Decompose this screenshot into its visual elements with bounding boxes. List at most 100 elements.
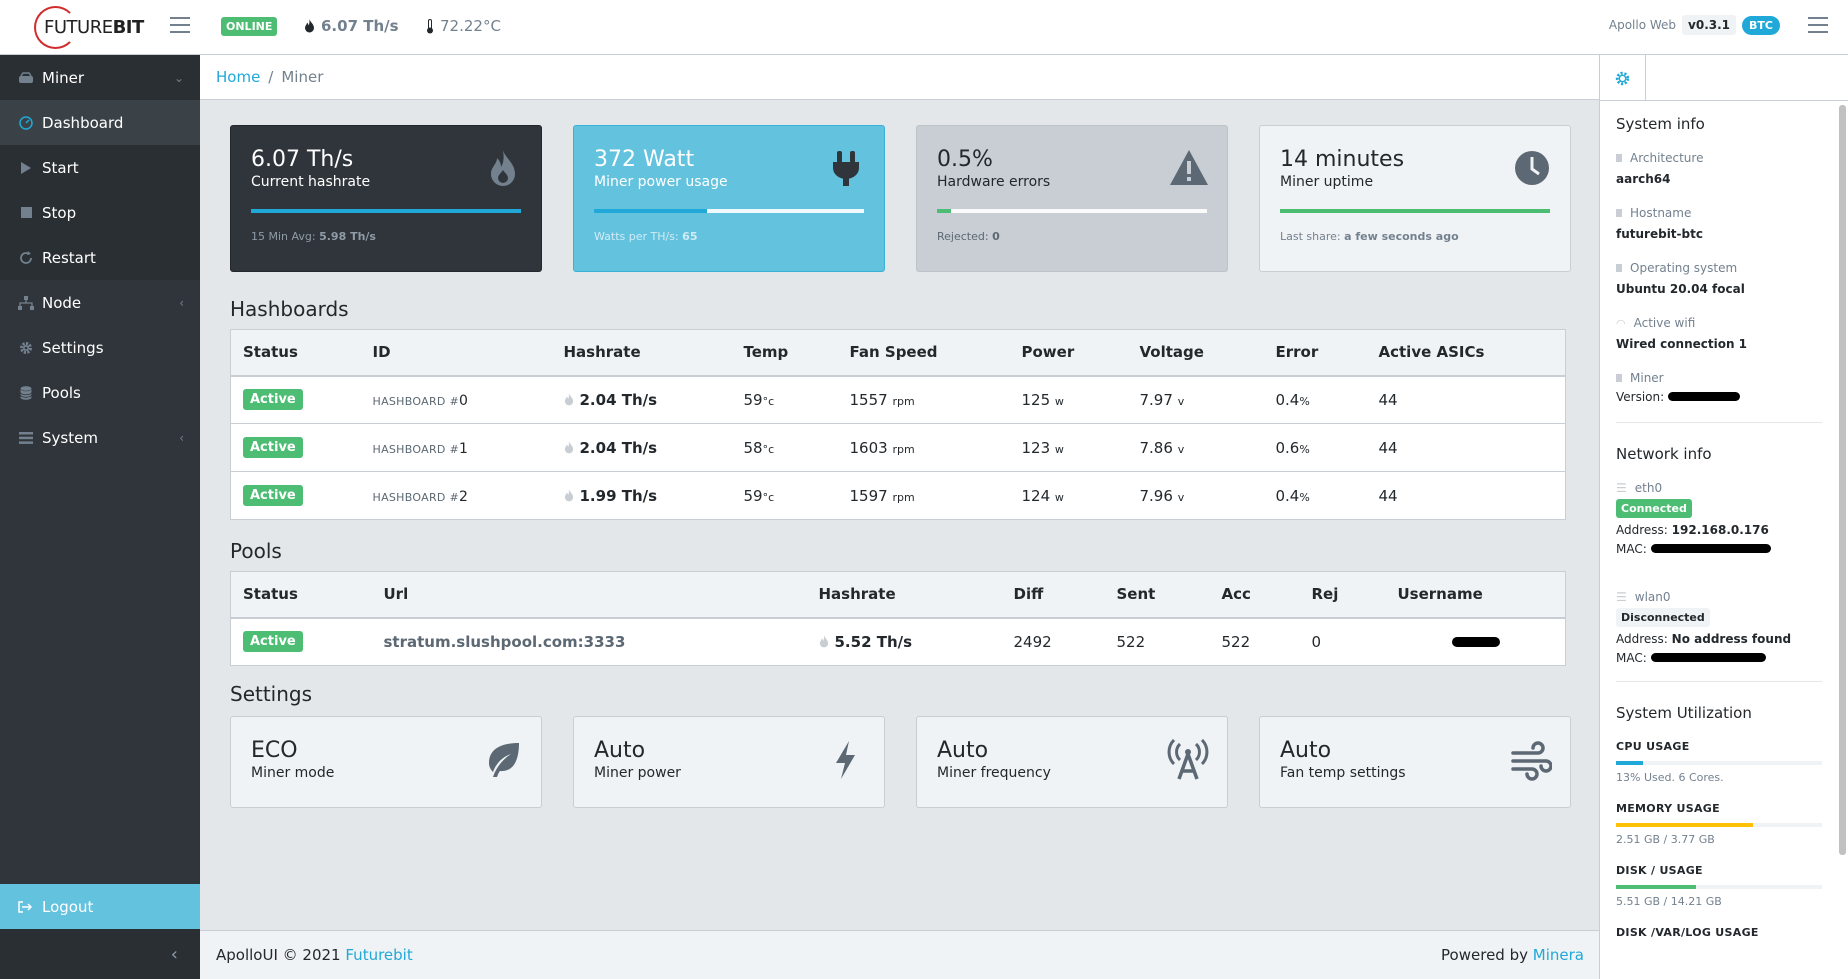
clock-icon (1515, 151, 1549, 185)
sidebar-item-dashboard[interactable]: Dashboard (0, 100, 200, 145)
play-icon (18, 160, 34, 176)
wifi-icon: ◠ (1616, 316, 1626, 330)
futurebit-logo[interactable]: FUTUREBIT (34, 6, 164, 50)
gear-icon (18, 340, 34, 356)
column-header[interactable]: Temp (731, 329, 838, 377)
status-badge: Active (243, 631, 303, 653)
leaf-icon (489, 743, 519, 777)
fire-icon (491, 150, 515, 186)
sidebar-item-node[interactable]: Node ‹ (0, 280, 200, 325)
column-header[interactable]: Status (230, 571, 372, 619)
hashboard-hashrate: 2.04 Th/s (564, 391, 720, 409)
aside-settings-tab[interactable] (1600, 55, 1646, 101)
column-header[interactable]: Sent (1104, 571, 1210, 619)
sidebar-item-restart[interactable]: Restart (0, 235, 200, 280)
futurebit-link[interactable]: Futurebit (345, 946, 413, 964)
hashboard-temp: 58°c (731, 423, 838, 472)
disk-usage-bar (1616, 885, 1822, 889)
sidebar-item-system[interactable]: System ‹ (0, 415, 200, 460)
sidebar-item-label: Restart (42, 248, 96, 267)
header-temperature: 72.22°C (426, 17, 501, 35)
pool-acc: 522 (1209, 617, 1300, 666)
breadcrumb-home-link[interactable]: Home (216, 68, 261, 86)
warning-icon (1170, 150, 1208, 185)
card-value: 372 Watt (594, 147, 695, 172)
sidebar-item-label: System (42, 428, 98, 447)
aside-toggle-button[interactable] (1808, 17, 1828, 33)
chevron-left-icon: ‹ (170, 944, 178, 965)
sidebar-minimizer-button[interactable]: ‹ (0, 929, 200, 979)
card-progress (594, 209, 864, 213)
redacted-version (1668, 392, 1740, 401)
column-header[interactable]: Voltage (1127, 329, 1264, 377)
hashboard-voltage: 7.96 v (1127, 471, 1264, 520)
column-header[interactable]: Rej (1299, 571, 1386, 619)
column-header[interactable]: Url (371, 571, 807, 619)
card-footer: Rejected: 0 (937, 230, 1000, 243)
hashboard-asics: 44 (1366, 375, 1566, 424)
sidebar-item-start[interactable]: Start (0, 145, 200, 190)
column-header[interactable]: ID (360, 329, 552, 377)
column-header[interactable]: Hashrate (806, 571, 1002, 619)
column-header[interactable]: Power (1009, 329, 1128, 377)
card-label: Hardware errors (937, 174, 1051, 190)
aside-scrollbar[interactable] (1839, 105, 1846, 855)
column-header[interactable]: Hashrate (551, 329, 732, 377)
wlan0-status-badge: Disconnected (1616, 608, 1710, 627)
power-card: 372 Watt Miner power usage Watts per TH/… (573, 125, 885, 272)
redacted-username (1451, 636, 1500, 647)
miner-frequency-card[interactable]: Auto Miner frequency (916, 716, 1228, 808)
hashboard-id: HASHBOARD #0 (372, 392, 469, 409)
logo-ring (34, 6, 77, 49)
column-header[interactable]: Fan Speed (837, 329, 1010, 377)
hostname-value: futurebit-btc (1616, 227, 1703, 241)
redacted-mac (1650, 653, 1766, 662)
miner-power-card[interactable]: Auto Miner power (573, 716, 885, 808)
hashrate-card: 6.07 Th/s Current hashrate 15 Min Avg: 5… (230, 125, 542, 272)
aside-body: System info Architecture aarch64 Hostnam… (1616, 115, 1822, 939)
hashboard-fan: 1597 rpm (837, 471, 1010, 520)
sidebar-item-stop[interactable]: Stop (0, 190, 200, 235)
column-header[interactable]: Acc (1209, 571, 1300, 619)
logout-button[interactable]: Logout (0, 884, 200, 929)
card-footer: 15 Min Avg: 5.98 Th/s (251, 230, 376, 243)
hashboard-hashrate: 2.04 Th/s (564, 439, 720, 457)
fan-temp-card[interactable]: Auto Fan temp settings (1259, 716, 1571, 808)
status-badge: Active (243, 389, 303, 411)
sidebar-toggle-button[interactable] (170, 17, 190, 35)
minera-link[interactable]: Minera (1532, 946, 1584, 964)
card-progress (937, 209, 1207, 213)
column-header[interactable]: Error (1263, 329, 1367, 377)
column-header[interactable]: Username (1385, 571, 1566, 619)
column-header[interactable]: Status (230, 329, 361, 377)
wifi-value: Wired connection 1 (1616, 337, 1748, 351)
sidebar-item-miner[interactable]: Miner ⌄ (0, 55, 200, 100)
network-info-title: Network info (1616, 445, 1712, 463)
hashboard-voltage: 7.86 v (1127, 423, 1264, 472)
refresh-icon (18, 250, 34, 266)
pool-url-link[interactable]: stratum.slushpool.com:3333 (383, 632, 626, 651)
sidebar-item-settings[interactable]: Settings (0, 325, 200, 370)
hashboard-id: HASHBOARD #1 (372, 440, 469, 457)
os-label: Operating system (1616, 261, 1822, 275)
column-header[interactable]: Active ASICs (1366, 329, 1566, 377)
card-value: Auto (937, 738, 989, 763)
pool-hashrate: 5.52 Th/s (819, 633, 990, 651)
card-label: Fan temp settings (1280, 765, 1406, 781)
column-header[interactable]: Diff (1001, 571, 1105, 619)
card-progress (251, 209, 521, 213)
chevron-down-icon: ⌄ (173, 71, 184, 85)
logo-text: FUTUREBIT (44, 17, 144, 38)
eth0-mac: MAC: (1616, 542, 1822, 556)
header-right: Apollo Web v0.3.1 BTC (1609, 15, 1828, 35)
chevron-left-icon: ‹ (179, 296, 184, 310)
coin-badge: BTC (1742, 15, 1780, 35)
miner-mode-card[interactable]: ECO Miner mode (230, 716, 542, 808)
card-value: 14 minutes (1280, 147, 1405, 172)
system-utilization-title: System Utilization (1616, 704, 1752, 722)
network-icon (18, 295, 34, 311)
hashboards-title: Hashboards (230, 297, 349, 321)
wlan0-address: Address: No address found (1616, 632, 1792, 646)
logout-icon (18, 900, 34, 913)
sidebar-item-pools[interactable]: Pools (0, 370, 200, 415)
